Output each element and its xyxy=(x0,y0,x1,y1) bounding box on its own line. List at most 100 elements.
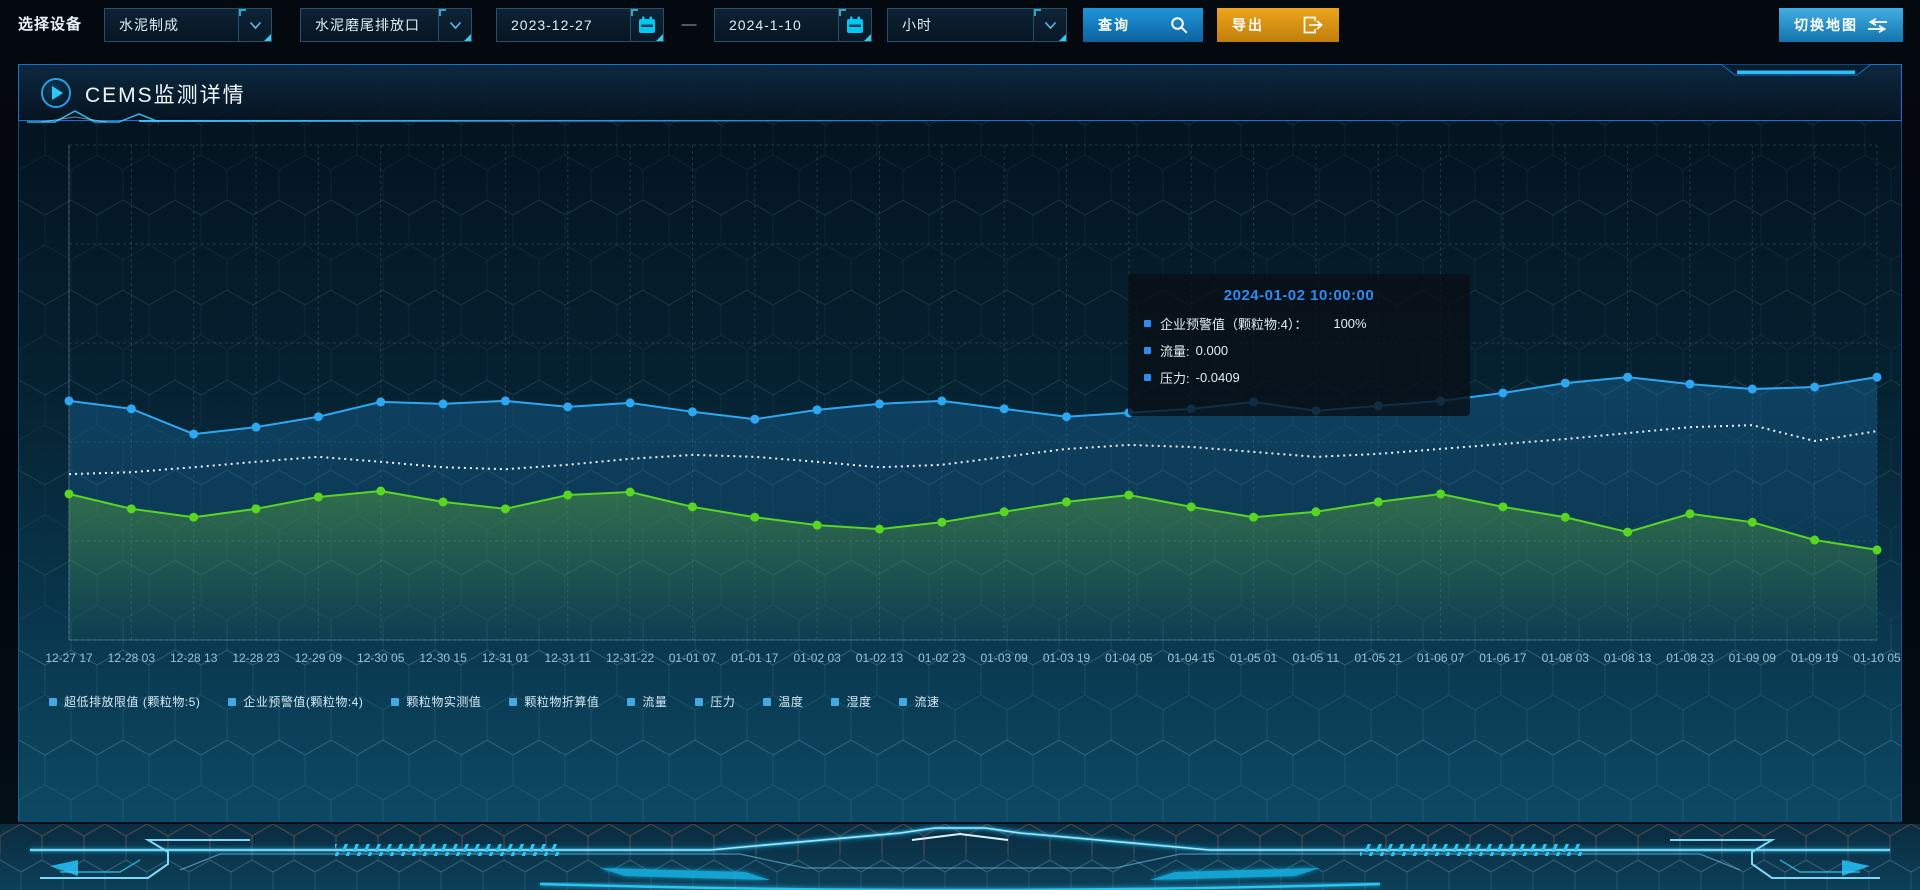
interval-select-value: 小时 xyxy=(902,17,932,33)
legend-item[interactable]: 颗粒物折算值 xyxy=(509,693,599,710)
series-line-企业预警值(颗粒物:4) xyxy=(68,424,1878,476)
data-point xyxy=(251,504,261,514)
end-date-value: 2024-1-10 xyxy=(729,17,802,33)
start-date-value: 2023-12-27 xyxy=(511,17,593,33)
cems-detail-panel: CEMS监测详情 12-27 xyxy=(18,64,1902,822)
data-point xyxy=(812,520,822,530)
data-point xyxy=(1498,502,1508,512)
play-circle-icon xyxy=(41,78,71,108)
data-point xyxy=(313,412,323,422)
chevron-down-icon[interactable] xyxy=(238,9,271,41)
x-axis-label: 12-27 17 xyxy=(45,651,93,665)
series-points-压力 xyxy=(64,486,1882,555)
chevron-down-icon[interactable] xyxy=(1033,9,1066,41)
legend-item[interactable]: 压力 xyxy=(695,693,735,710)
chevron-down-icon[interactable] xyxy=(438,9,471,41)
data-point xyxy=(1685,509,1695,519)
outlet-select[interactable]: 水泥磨尾排放口 xyxy=(300,8,472,42)
data-point xyxy=(1810,535,1820,545)
start-date-picker[interactable]: 2023-12-27 xyxy=(496,8,664,42)
x-axis-label: 01-02 03 xyxy=(793,651,841,665)
data-point xyxy=(1249,512,1259,522)
legend-marker-icon xyxy=(49,697,57,706)
export-button[interactable]: 导出 xyxy=(1217,8,1339,42)
data-point xyxy=(64,396,74,406)
panel-header: CEMS监测详情 xyxy=(18,64,1902,123)
query-button[interactable]: 查询 xyxy=(1083,8,1203,42)
data-point xyxy=(1623,372,1633,382)
x-axis-label: 01-09 19 xyxy=(1791,651,1839,665)
export-button-label: 导出 xyxy=(1232,17,1264,33)
x-axis-label: 01-08 23 xyxy=(1666,651,1714,665)
x-axis-labels: 12-27 17 12-28 03 12-28 13 12-28 23 12-29 09… xyxy=(45,651,1901,665)
switch-map-button[interactable]: 切换地图 xyxy=(1779,8,1903,42)
data-point xyxy=(1124,490,1134,500)
data-point xyxy=(1623,527,1633,537)
legend-item-label: 流速 xyxy=(914,695,940,709)
series-line-流量 xyxy=(68,376,1878,436)
data-point xyxy=(1560,378,1570,388)
data-point xyxy=(812,405,822,415)
end-date-picker[interactable]: 2024-1-10 xyxy=(714,8,872,42)
x-axis-label: 01-04 05 xyxy=(1105,651,1153,665)
data-point xyxy=(1373,497,1383,507)
x-axis-label: 01-10 05 xyxy=(1853,651,1901,665)
data-point xyxy=(376,486,386,496)
data-point xyxy=(625,398,635,408)
legend-marker-icon xyxy=(627,697,636,706)
x-axis-label: 01-06 07 xyxy=(1417,651,1465,665)
x-axis-label: 01-03 09 xyxy=(980,651,1028,665)
legend-item-label: 企业预警值(颗粒物:4) xyxy=(243,695,364,709)
data-point xyxy=(1872,372,1882,382)
data-point xyxy=(126,404,136,414)
data-point xyxy=(1311,406,1321,416)
data-point xyxy=(64,489,74,499)
data-point xyxy=(126,504,136,514)
x-axis-label: 01-05 01 xyxy=(1230,651,1278,665)
data-point xyxy=(189,512,199,522)
data-point xyxy=(937,517,947,527)
cems-line-chart[interactable]: 12-27 17 12-28 03 12-28 13 12-28 23 12-29 09… xyxy=(45,135,1901,680)
legend-item[interactable]: 流速 xyxy=(899,693,939,710)
legend-item[interactable]: 湿度 xyxy=(831,693,871,710)
data-point xyxy=(1186,502,1196,512)
series-area-压力 xyxy=(69,491,1877,640)
data-point xyxy=(1186,404,1196,414)
data-point xyxy=(500,504,510,514)
x-axis-label: 01-06 17 xyxy=(1479,651,1527,665)
data-point xyxy=(500,396,510,406)
data-point xyxy=(1373,401,1383,411)
data-point xyxy=(1560,512,1570,522)
x-axis-label: 12-30 05 xyxy=(357,651,405,665)
data-point xyxy=(687,407,697,417)
data-point xyxy=(999,507,1009,517)
legend-item[interactable]: 颗粒物实测值 xyxy=(391,693,481,710)
legend-marker-icon xyxy=(228,697,237,706)
x-axis-label: 01-02 13 xyxy=(856,651,904,665)
legend-item[interactable]: 企业预警值(颗粒物:4) xyxy=(228,693,363,710)
data-point xyxy=(1311,507,1321,517)
series-line-压力 xyxy=(68,489,1878,551)
swap-arrows-icon xyxy=(1868,17,1887,33)
legend-marker-icon xyxy=(899,697,908,706)
data-point xyxy=(1685,379,1695,389)
interval-select[interactable]: 小时 xyxy=(887,8,1067,42)
calendar-icon[interactable] xyxy=(838,9,871,41)
legend-item[interactable]: 超低排放限值 (颗粒物:5) xyxy=(49,693,200,710)
data-point xyxy=(1249,397,1259,407)
legend-item[interactable]: 温度 xyxy=(763,693,803,710)
legend-item[interactable]: 流量 xyxy=(627,693,667,710)
x-axis-label: 01-02 23 xyxy=(918,651,966,665)
x-axis-label: 01-05 21 xyxy=(1355,651,1403,665)
calendar-icon[interactable] xyxy=(630,9,663,41)
chart-legend: 超低排放限值 (颗粒物:5) 企业预警值(颗粒物:4) 颗粒物实测值 颗粒物折算值 流量… xyxy=(49,693,939,710)
data-point xyxy=(999,404,1009,414)
data-point xyxy=(750,414,760,424)
legend-marker-icon xyxy=(763,697,772,706)
data-point xyxy=(750,512,760,522)
data-point xyxy=(376,397,386,407)
process-select[interactable]: 水泥制成 xyxy=(104,8,272,42)
panel-title: CEMS监测详情 xyxy=(85,84,246,107)
legend-item-label: 流量 xyxy=(642,695,668,709)
